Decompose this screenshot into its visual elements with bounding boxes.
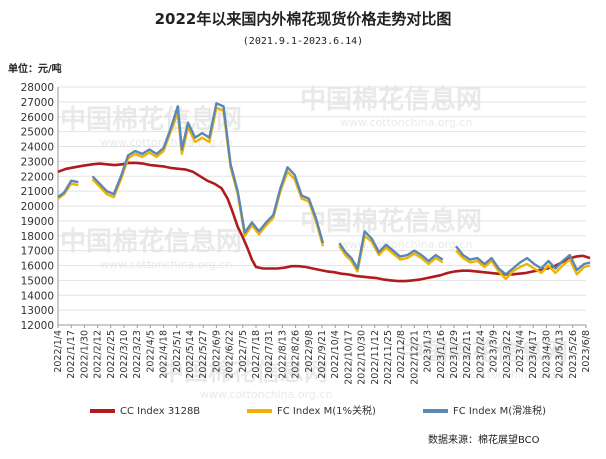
x-tick-label: 2023/3/22 xyxy=(502,330,513,379)
x-tick-label: 2022/11/12 xyxy=(370,330,381,385)
x-axis: 2022/1/4 2022/1/17 2022/1/30 2022/2/12 2022/… xyxy=(53,87,592,385)
y-tick-label: 16000 xyxy=(21,261,54,273)
x-tick-label: 2022/1/17 xyxy=(66,330,77,379)
x-tick-label: 2022/9/21 xyxy=(317,330,328,379)
x-tick-label: 2023/5/26 xyxy=(568,330,579,379)
x-tick-label: 2022/6/9 xyxy=(211,330,222,373)
data-source: 数据来源：棉花展望BCO xyxy=(428,433,540,446)
watermark-url: www.cottonchina.org.cn xyxy=(340,238,472,251)
x-tick-label: 2022/1/30 xyxy=(79,330,90,379)
y-tick-label: 20000 xyxy=(21,201,54,213)
watermark-text: 中国棉花信息网 xyxy=(60,226,242,257)
legend-label-fc-sliding: FC Index M(滑准税) xyxy=(453,404,546,417)
y-tick-label: 26000 xyxy=(21,112,54,124)
x-tick-label: 2022/8/13 xyxy=(277,330,288,379)
x-tick-label: 2022/10/4 xyxy=(330,330,341,379)
legend: CC Index 3128B FC Index M(1%关税) FC Index… xyxy=(90,404,546,417)
y-tick-label: 12000 xyxy=(21,320,54,332)
x-tick-label: 2022/10/17 xyxy=(343,330,354,385)
series-lines xyxy=(57,102,591,283)
x-tick-label: 2022/3/23 xyxy=(132,330,143,379)
chart-subtitle: (2021.9.1-2023.6.14) xyxy=(243,36,363,47)
watermark-url: www.cottonchina.org.cn xyxy=(100,258,232,271)
y-tick-label: 24000 xyxy=(21,142,54,154)
watermark-text: 中国棉花信息网 xyxy=(300,84,482,115)
y-tick-label: 28000 xyxy=(21,82,54,94)
x-tick-label: 2022/1/4 xyxy=(53,330,64,373)
watermark-text: 中国棉花信息网 xyxy=(300,206,482,237)
x-tick-label: 2023/4/4 xyxy=(515,330,526,373)
legend-label-cc: CC Index 3128B xyxy=(120,406,200,417)
x-tick-label: 2022/11/25 xyxy=(383,330,394,385)
y-tick-label: 23000 xyxy=(21,156,54,168)
x-tick-label: 2022/5/1 xyxy=(172,330,183,373)
x-tick-label: 2022/2/12 xyxy=(93,330,104,379)
chart-title: 2022年以来国内外棉花现货价格走势对比图 xyxy=(155,10,452,28)
y-tick-label: 13000 xyxy=(21,305,54,317)
y-tick-label: 22000 xyxy=(21,171,54,183)
y-tick-label: 25000 xyxy=(21,127,54,139)
x-tick-label: 2022/7/31 xyxy=(264,330,275,379)
y-tick-label: 21000 xyxy=(21,186,54,198)
y-axis: 12000 13000 14000 15000 16000 17000 18000 19000… xyxy=(21,82,54,332)
x-tick-label: 2023/1/16 xyxy=(436,330,447,379)
unit-label: 单位：元/吨 xyxy=(8,62,62,75)
x-tick-label: 2022/4/18 xyxy=(159,330,170,379)
x-tick-label: 2022/5/27 xyxy=(198,330,209,379)
x-tick-label: 2022/2/25 xyxy=(106,330,117,379)
series-line-fc-index-sliding xyxy=(57,102,591,276)
x-tick-label: 2023/2/24 xyxy=(475,330,486,379)
y-tick-label: 18000 xyxy=(21,231,54,243)
x-tick-label: 2022/10/30 xyxy=(357,330,368,385)
watermark-url: www.cottonchina.org.cn xyxy=(340,116,472,129)
x-tick-label: 2023/6/8 xyxy=(581,330,592,373)
x-tick-label: 2022/7/5 xyxy=(238,330,249,373)
y-tick-label: 27000 xyxy=(21,97,54,109)
x-tick-label: 2023/1/29 xyxy=(449,330,460,379)
x-tick-label: 2023/3/9 xyxy=(489,330,500,373)
watermark-url: www.cottonchina.org.cn xyxy=(200,388,332,401)
x-tick-label: 2022/12/21 xyxy=(409,330,420,385)
y-tick-label: 17000 xyxy=(21,246,54,258)
x-tick-label: 2022/5/14 xyxy=(185,330,196,379)
x-tick-label: 2023/5/13 xyxy=(555,330,566,379)
y-tick-label: 19000 xyxy=(21,216,54,228)
x-tick-label: 2022/8/26 xyxy=(291,330,302,379)
x-tick-label: 2022/12/8 xyxy=(396,330,407,379)
x-tick-label: 2022/6/22 xyxy=(225,330,236,379)
x-tick-label: 2023/4/30 xyxy=(541,330,552,379)
x-tick-label: 2022/7/18 xyxy=(251,330,262,379)
legend-label-fc-1pct: FC Index M(1%关税) xyxy=(277,404,376,417)
x-tick-label: 2023/4/17 xyxy=(528,330,539,379)
y-tick-label: 14000 xyxy=(21,290,54,302)
x-tick-label: 2022/4/5 xyxy=(145,330,156,373)
x-tick-label: 2022/9/8 xyxy=(304,330,315,373)
x-tick-label: 2022/3/10 xyxy=(119,330,130,379)
watermark-text: 中国棉花信息网 xyxy=(160,358,328,386)
x-tick-label: 2023/1/3 xyxy=(423,330,434,373)
watermark-url: www.cottonchina.org.cn xyxy=(440,368,572,381)
y-tick-label: 15000 xyxy=(21,275,54,287)
watermark-text: 中国棉花信息网 xyxy=(400,338,568,366)
x-tick-label: 2023/2/11 xyxy=(462,330,473,379)
